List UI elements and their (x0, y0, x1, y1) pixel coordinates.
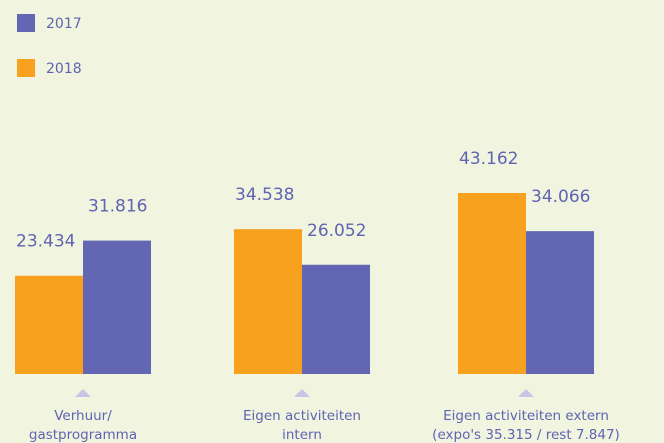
value-label: 34.066 (531, 187, 590, 207)
value-label: 43.162 (459, 149, 518, 169)
bar (458, 193, 526, 374)
category-label: Eigen activiteiten intern (243, 408, 361, 443)
category-label: Eigen activiteiten extern (expo's 35.315 … (432, 408, 620, 443)
category-label-line: Eigen activiteiten (243, 408, 361, 424)
value-label: 31.816 (88, 197, 147, 217)
category-marker (294, 389, 310, 397)
bar (234, 229, 302, 374)
category-label-line: (expo's 35.315 / rest 7.847) (432, 427, 620, 443)
category-label-line: intern (282, 427, 322, 443)
category-label: Verhuur/gastprogramma (29, 408, 137, 443)
bar (83, 240, 151, 374)
value-label: 23.434 (16, 232, 75, 252)
category-label-line: Verhuur/ (54, 408, 112, 424)
category-label-line: Eigen activiteiten extern (443, 408, 609, 424)
value-label: 34.538 (235, 185, 294, 205)
bar (302, 264, 370, 374)
legend-label: 2017 (46, 16, 82, 32)
category-marker (518, 389, 534, 397)
legend-swatch (17, 14, 35, 32)
value-label: 26.052 (307, 221, 366, 241)
legend-swatch (17, 59, 35, 77)
legend-label: 2018 (46, 61, 82, 77)
bar (526, 231, 594, 374)
category-label-line: gastprogramma (29, 427, 137, 443)
bar (15, 275, 83, 374)
category-marker (75, 389, 91, 397)
